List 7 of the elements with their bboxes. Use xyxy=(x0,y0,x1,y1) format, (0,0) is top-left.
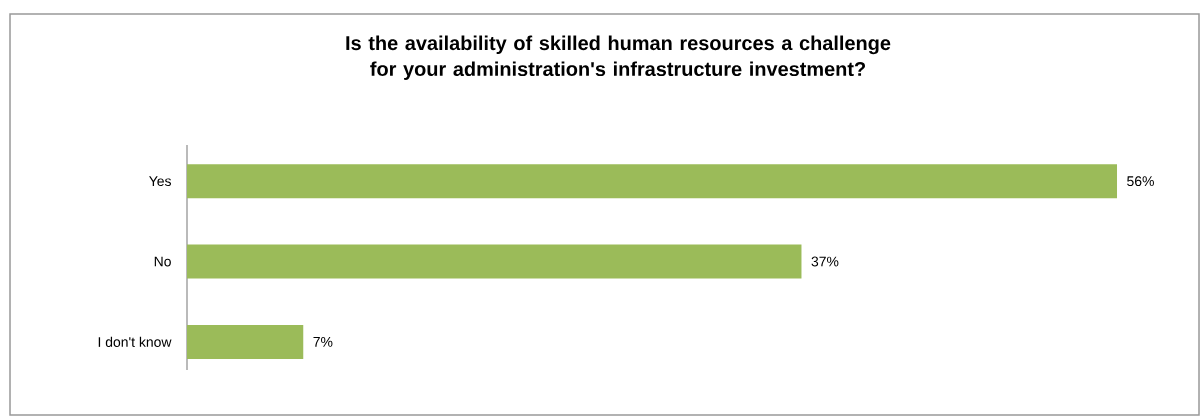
y-tick-label: No xyxy=(154,256,171,267)
data-label: 56% xyxy=(1127,176,1154,187)
chart-title: Is the availability of skilled human resources a challenge for your administration's infrastructure investment? xyxy=(346,35,891,80)
y-tick-label: Yes xyxy=(149,176,171,187)
data-label: 7% xyxy=(313,336,333,347)
y-tick-label: I don't know xyxy=(98,336,172,347)
data-label: 37% xyxy=(811,256,839,267)
